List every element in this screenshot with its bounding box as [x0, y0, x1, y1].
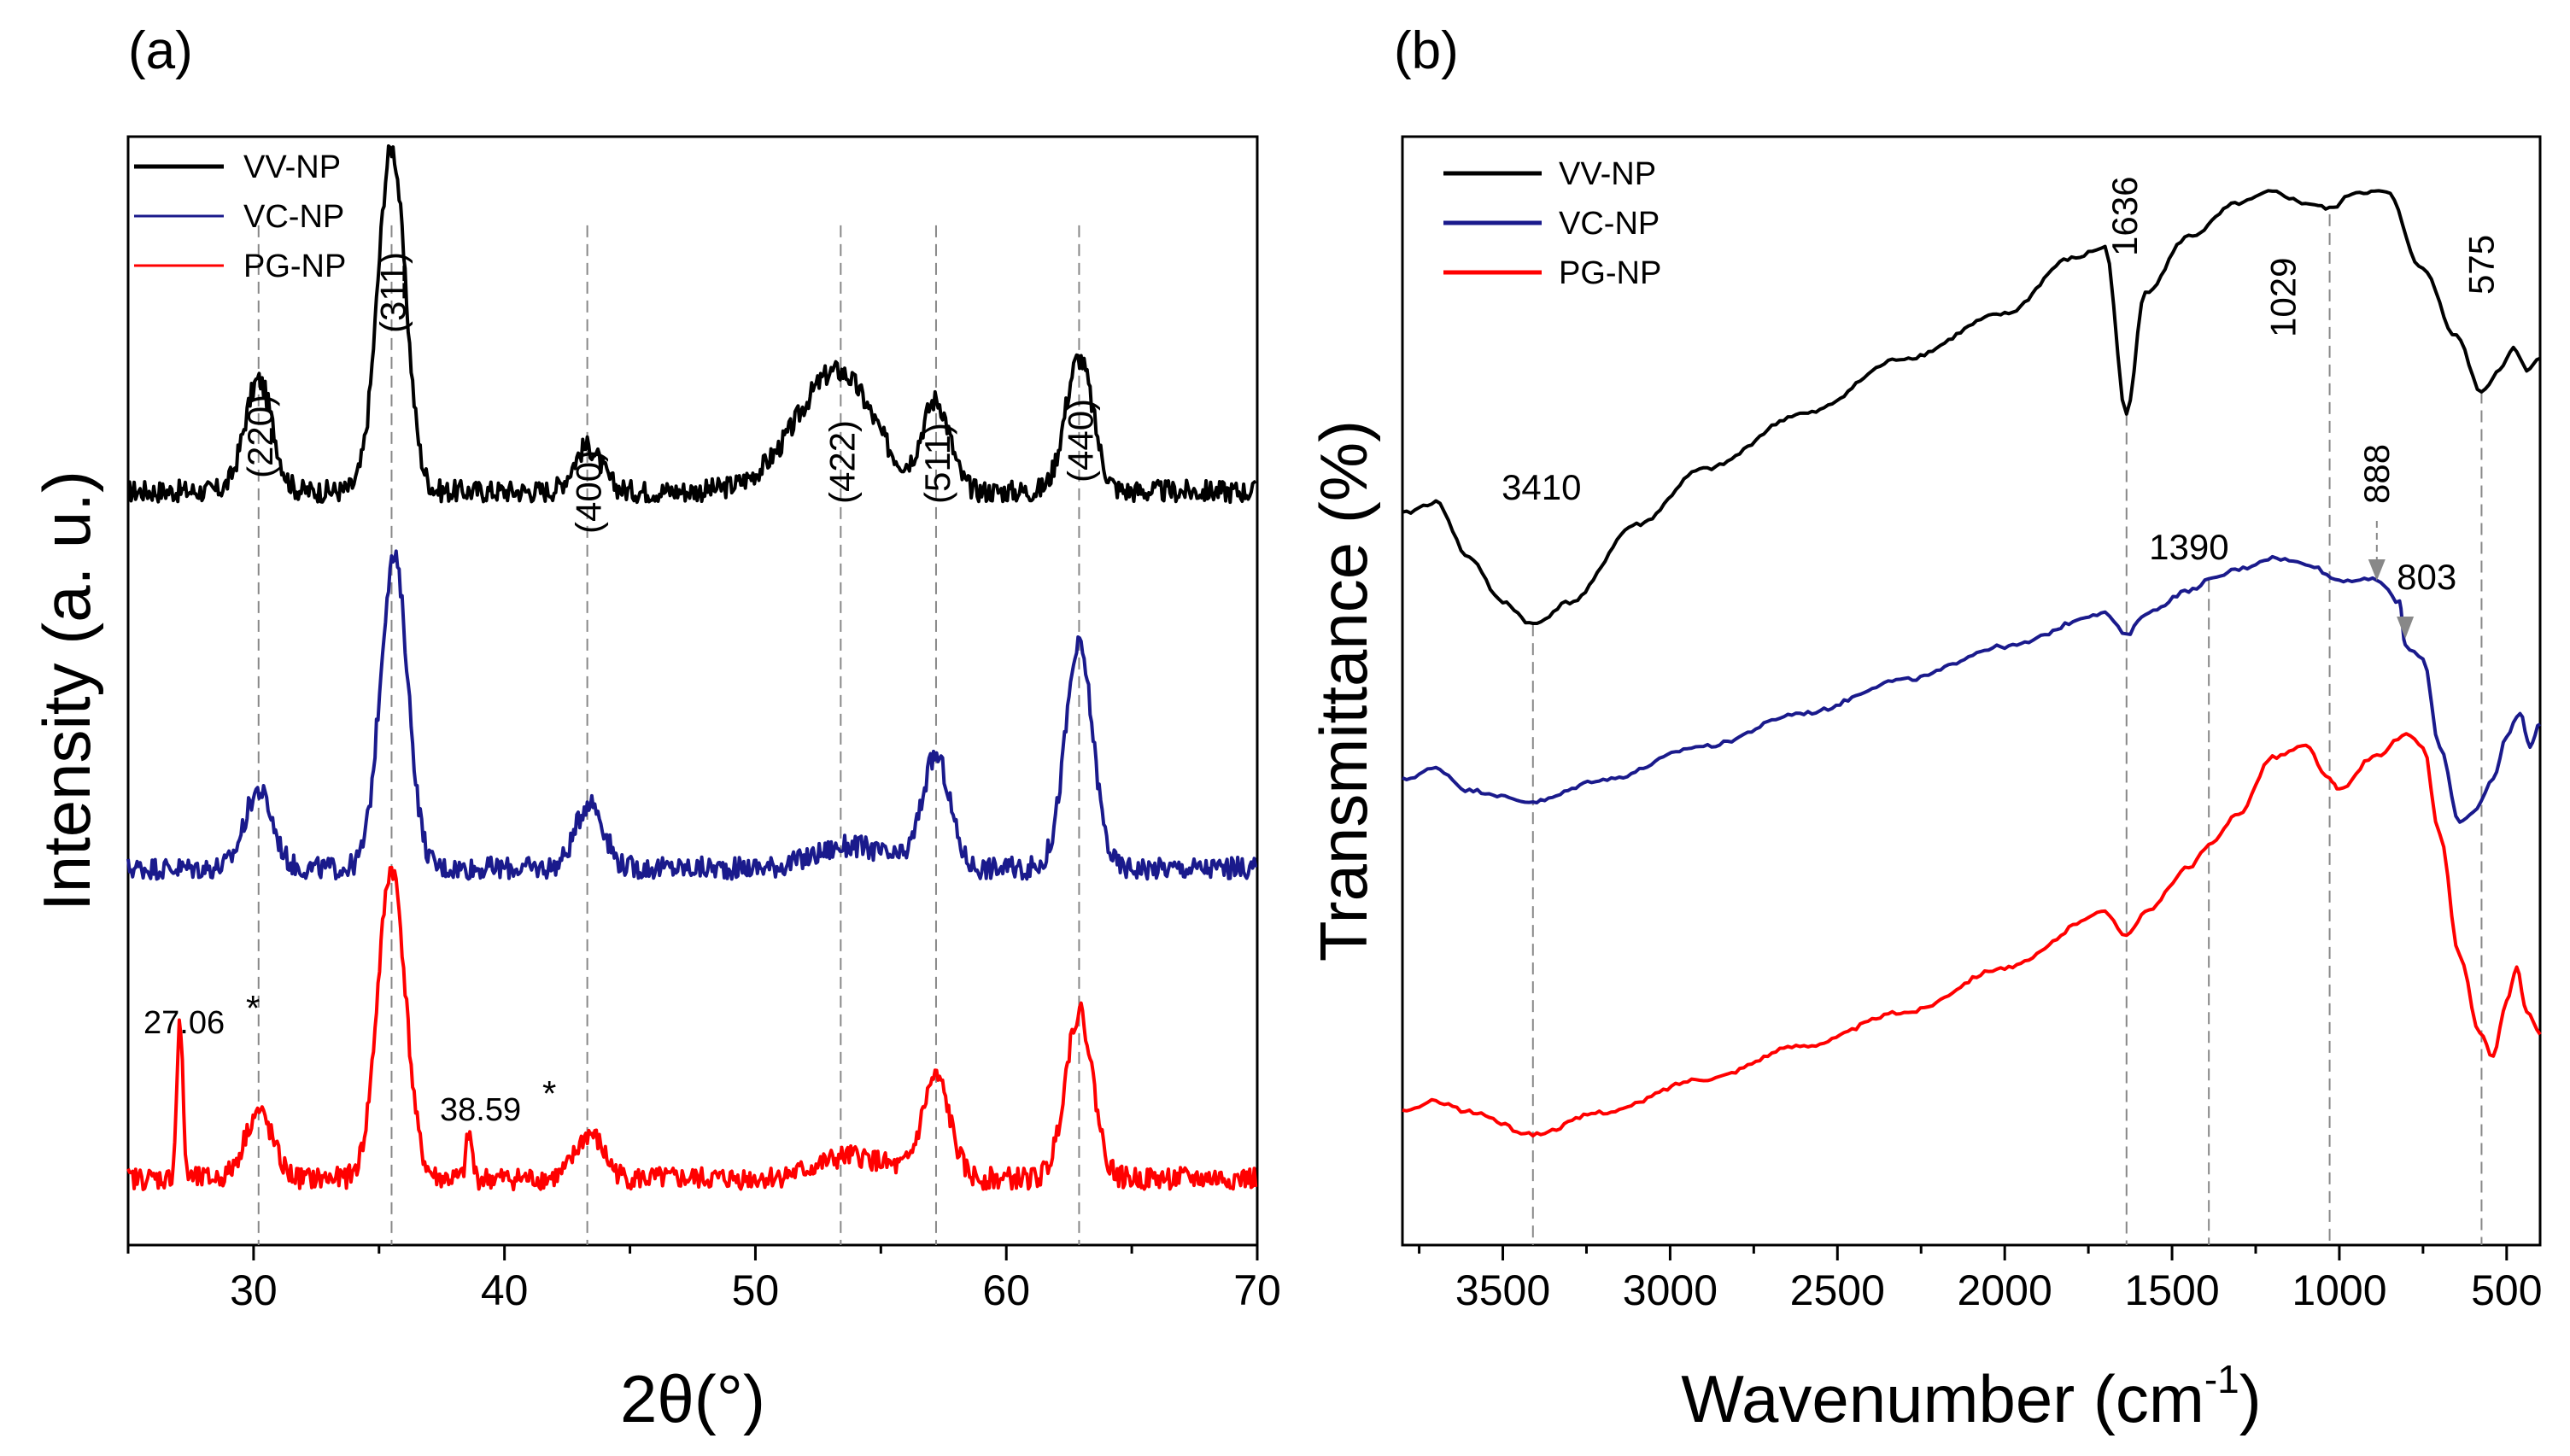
panel-a-reflection-label-1: (311) — [372, 252, 413, 333]
panel-b-band-labels: 3410 1636 1390 1029 888 803 575 — [1502, 177, 2501, 639]
panel-a-reflection-label-2: (400) — [569, 450, 609, 534]
panel-a-y-axis-title: Intensity (a. u.) — [29, 471, 104, 911]
panel-a-series — [126, 144, 1258, 1192]
panel-a-legend-label-2: PG-NP — [243, 249, 346, 284]
panel-a-x-tick-label-30: 30 — [230, 1266, 278, 1314]
panel-a-reflection-label-5: (440) — [1060, 399, 1100, 482]
panel-a-x-ticks: 30 40 50 60 70 — [126, 1245, 1281, 1314]
panel-b-band-label-1636: 1636 — [2105, 177, 2145, 256]
panel-b-x-axis-title-main: Wavenumber (cm — [1681, 1361, 2204, 1436]
panel-a-annotation-0: 27.06 — [143, 1005, 225, 1041]
panel-b-arrow-888 — [2368, 559, 2386, 581]
panel-a-x-tick-label-50: 50 — [732, 1266, 780, 1314]
panel-a-reflection-label-3: (422) — [822, 420, 862, 504]
panel-b-guide-lines — [1531, 213, 2483, 1245]
panel-b-band-label-575: 575 — [2461, 235, 2501, 295]
panel-a-legend-label-0: VV-NP — [243, 149, 341, 185]
panel-a-x-axis-title: 2θ(°) — [620, 1361, 765, 1436]
panel-b-band-label-803: 803 — [2397, 557, 2456, 597]
panel-b-x-tick-label-1000: 1000 — [2292, 1266, 2386, 1314]
panel-b-x-ticks: 3500 3000 2500 2000 1500 1000 500 — [1418, 1245, 2543, 1314]
panel-b-series-pg-np — [1402, 732, 2542, 1137]
panel-a-label: (a) — [128, 21, 193, 80]
panel-a: (a) 30 40 50 60 70 (220) (311) (400) (422) (511)… — [29, 21, 1281, 1436]
panel-a-reflection-labels: (220) (311) (400) (422) (511) (440) — [240, 252, 1101, 534]
panel-b-x-axis-title: Wavenumber (cm-1) — [1681, 1357, 2261, 1436]
panel-b-series — [1402, 189, 2542, 1137]
panel-b-band-label-888: 888 — [2356, 444, 2397, 504]
panel-a-guide-lines — [257, 225, 1080, 1245]
panel-b-arrow-803 — [2397, 617, 2415, 639]
panel-b-x-tick-label-1500: 1500 — [2124, 1266, 2219, 1314]
panel-b-x-tick-label-3500: 3500 — [1455, 1266, 1550, 1314]
panel-b-series-vv-np — [1402, 189, 2541, 625]
panel-a-legend-label-1: VC-NP — [243, 199, 344, 235]
panel-a-annotation-star-0: * — [246, 988, 260, 1028]
panel-b-label: (b) — [1394, 21, 1459, 80]
panel-b-legend: VV-NP VC-NP PG-NP — [1443, 156, 1661, 291]
panel-a-x-tick-label-40: 40 — [481, 1266, 529, 1314]
panel-b-legend-label-2: PG-NP — [1559, 255, 1661, 291]
panel-a-series-pg-np — [126, 865, 1258, 1192]
panel-a-series-vc-np — [126, 549, 1258, 881]
panel-b: (b) 3500 3000 2500 2000 1500 1000 500 3410 1636… — [1306, 21, 2543, 1436]
panel-b-legend-label-1: VC-NP — [1559, 206, 1660, 242]
panel-b-frame — [1401, 135, 2542, 1247]
panel-a-series-vv-np — [127, 144, 1257, 505]
panel-b-x-tick-label-500: 500 — [2471, 1266, 2542, 1314]
panel-b-x-axis-title-sup: -1 — [2204, 1357, 2239, 1401]
panel-a-legend: VV-NP VC-NP PG-NP — [134, 149, 346, 284]
panel-a-reflection-label-0: (220) — [240, 395, 280, 478]
panel-b-x-tick-label-2000: 2000 — [1958, 1266, 2052, 1314]
panel-a-x-tick-label-60: 60 — [982, 1266, 1030, 1314]
panel-b-band-label-1029: 1029 — [2263, 258, 2304, 337]
panel-b-legend-label-0: VV-NP — [1559, 156, 1656, 192]
panel-b-y-axis-title: Transmittance (%) — [1306, 420, 1381, 962]
panel-b-band-label-3410: 3410 — [1502, 467, 1581, 507]
panel-b-band-label-1390: 1390 — [2149, 527, 2228, 567]
panel-a-annotation-star-1: * — [542, 1073, 556, 1114]
panel-a-frame — [126, 135, 1259, 1247]
panel-b-x-tick-label-2500: 2500 — [1790, 1266, 1885, 1314]
panel-b-x-axis-title-end: ) — [2239, 1361, 2262, 1436]
panel-a-x-tick-label-70: 70 — [1233, 1266, 1281, 1314]
panel-b-series-vc-np — [1402, 554, 2542, 824]
panel-a-annotation-1: 38.59 — [440, 1092, 521, 1128]
panel-a-reflection-label-4: (511) — [917, 423, 957, 504]
panel-b-x-tick-label-3000: 3000 — [1623, 1266, 1718, 1314]
panel-a-annotations: 27.06 * 38.59 * — [143, 988, 556, 1128]
